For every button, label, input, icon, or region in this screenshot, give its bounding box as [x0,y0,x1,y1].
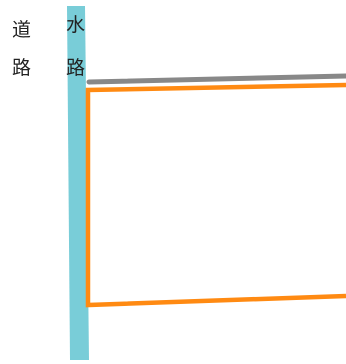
road-label-char-1: 道 [12,19,32,41]
parcel-outline [85,82,346,308]
road-label-char-2: 路 [12,57,32,79]
road-edge-line [86,73,346,85]
waterway-label-char-2: 路 [66,57,86,79]
waterway-strip [67,6,89,360]
waterway-label-char-1: 水 [66,14,86,36]
